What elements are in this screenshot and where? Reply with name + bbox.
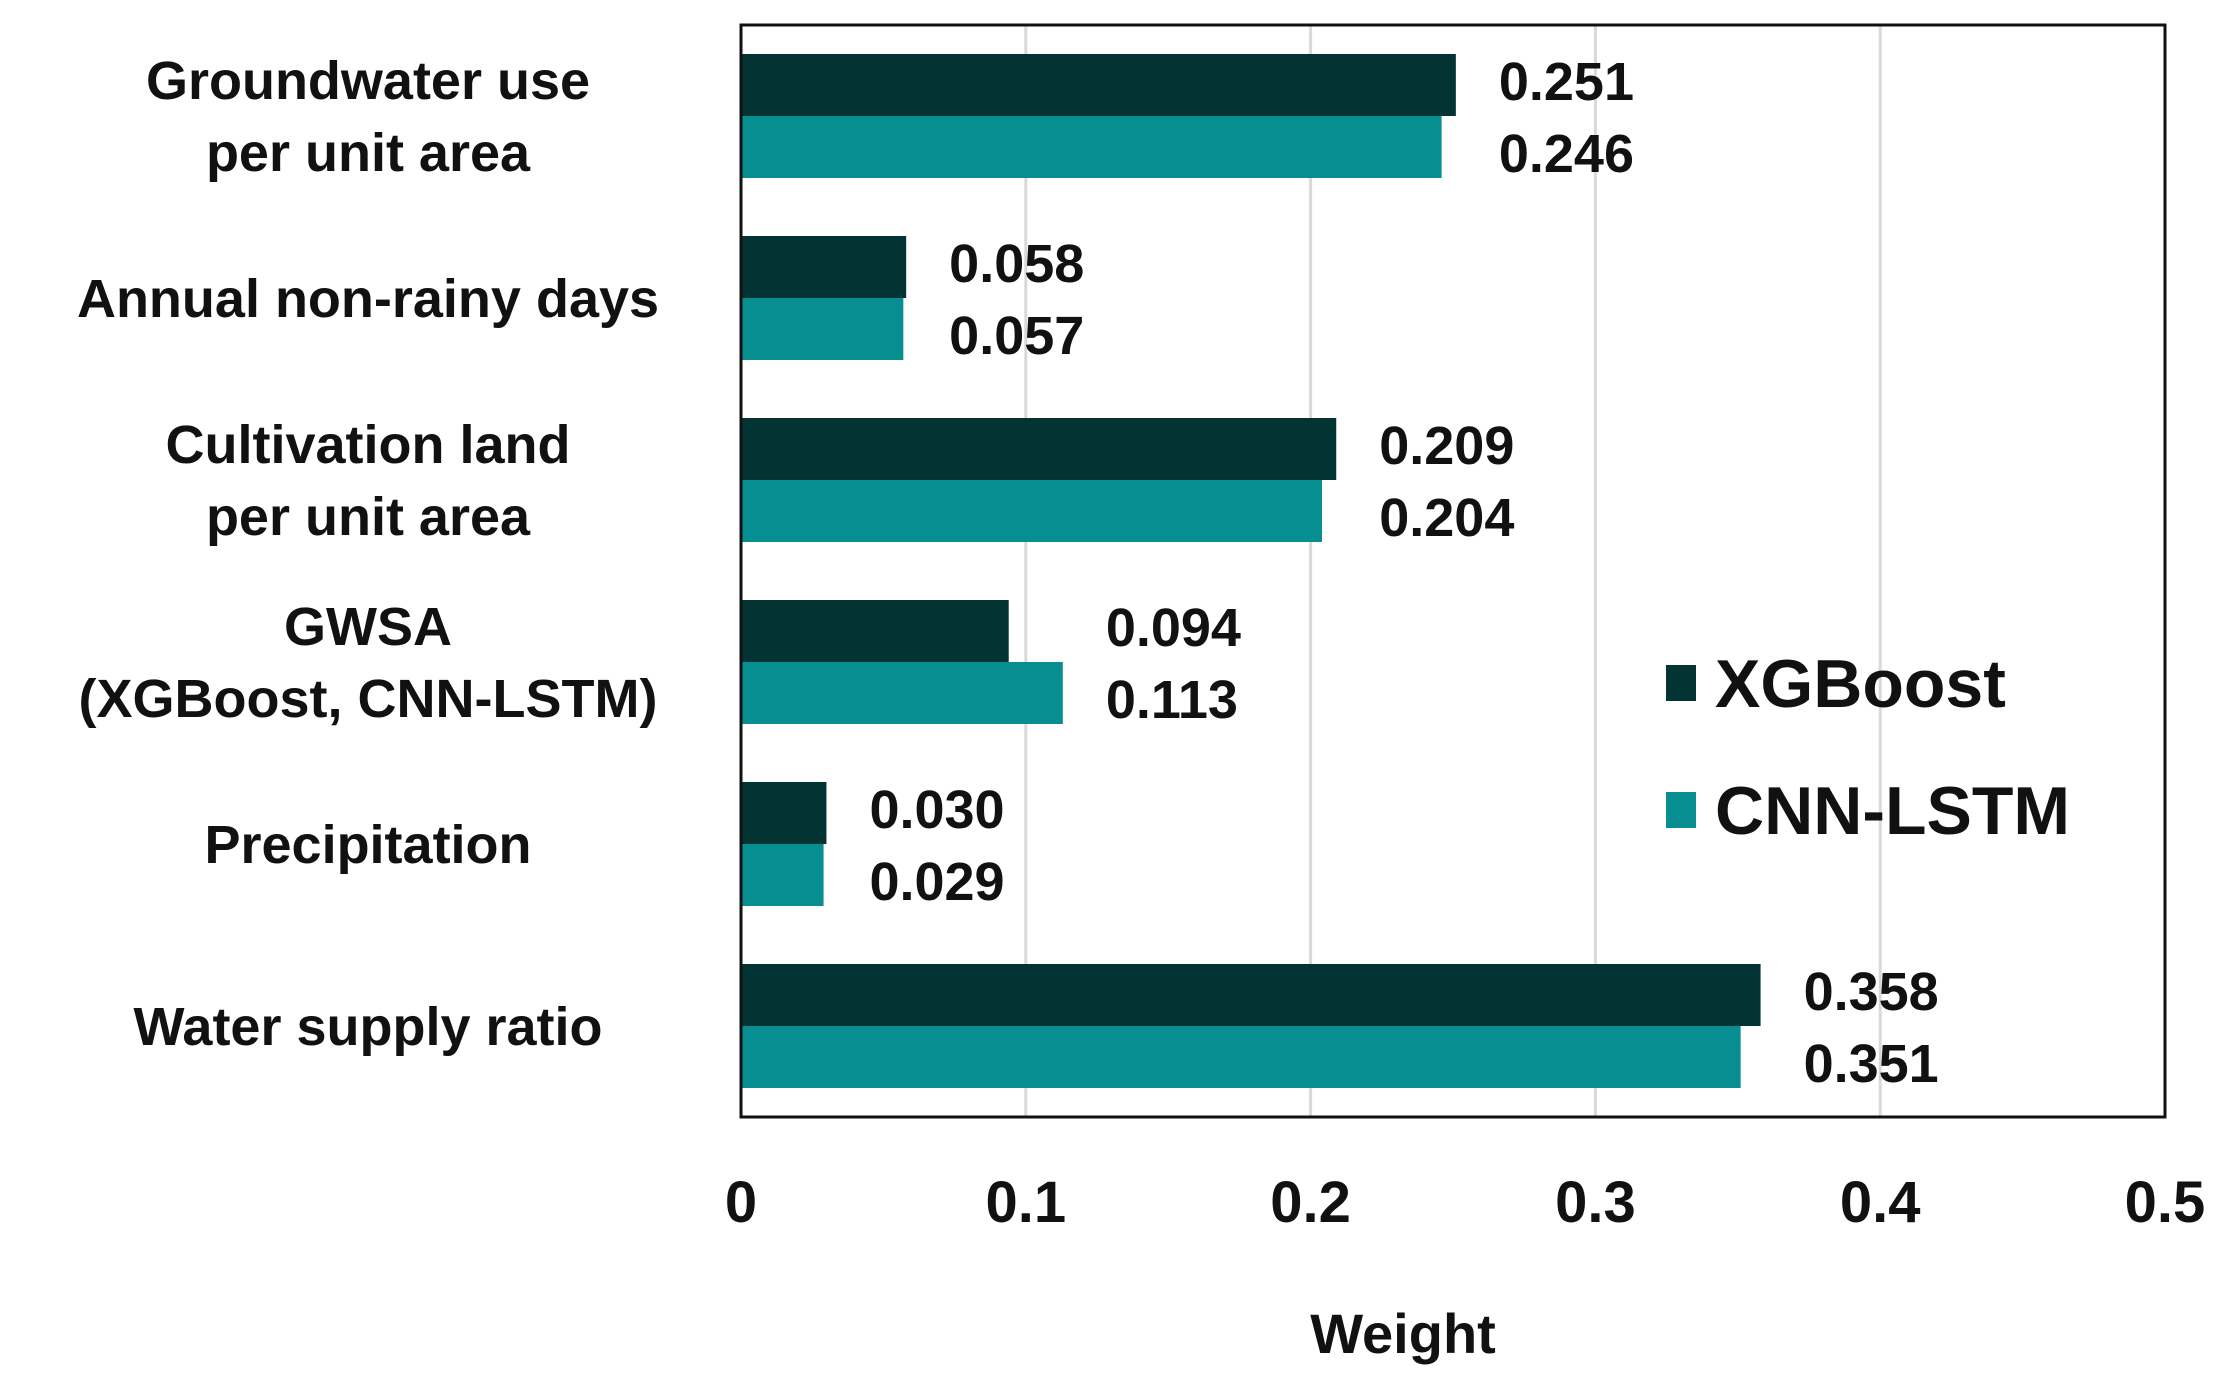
value-label-cnn-lstm: 0.057 (949, 306, 1084, 366)
value-label-xgboost: 0.094 (1106, 598, 1241, 658)
x-tick-label: 0.3 (1555, 1170, 1636, 1235)
legend-label-cnn-lstm: CNN-LSTM (1715, 773, 2070, 849)
bar-cnn-lstm (741, 116, 1442, 178)
value-label-cnn-lstm: 0.351 (1804, 1034, 1939, 1094)
category-label: Annual non-rainy days (77, 269, 659, 329)
value-label-xgboost: 0.058 (949, 234, 1084, 294)
category-label: Precipitation (204, 815, 531, 875)
value-label-xgboost: 0.251 (1499, 52, 1634, 112)
value-label-cnn-lstm: 0.029 (869, 852, 1004, 912)
category-label: Cultivation land per unit area (166, 415, 571, 547)
bar-xgboost (741, 964, 1761, 1026)
value-label-cnn-lstm: 0.246 (1499, 124, 1634, 184)
bar-xgboost (741, 418, 1337, 480)
x-tick-label: 0.5 (2125, 1170, 2206, 1235)
category-labels: Groundwater use per unit area Annual non-r… (77, 51, 659, 1057)
plot-frame (739, 23, 2167, 1119)
bar-cnn-lstm (741, 844, 824, 906)
bar-xgboost (741, 600, 1009, 662)
bar-cnn-lstm (741, 1026, 1741, 1088)
bar-cnn-lstm (741, 298, 904, 360)
bars (741, 54, 1761, 1088)
category-label: Groundwater use per unit area (146, 51, 590, 183)
value-label-xgboost: 0.209 (1379, 416, 1514, 476)
value-label-xgboost: 0.030 (869, 780, 1004, 840)
x-axis-title: Weight (1310, 1302, 1496, 1365)
value-label-cnn-lstm: 0.113 (1106, 670, 1238, 730)
x-tick-label: 0 (725, 1170, 757, 1235)
value-label-xgboost: 0.358 (1804, 962, 1939, 1022)
x-tick-label: 0.1 (985, 1170, 1066, 1235)
gridlines (1024, 25, 1882, 1117)
bar-xgboost (741, 236, 907, 298)
legend-label-xgboost: XGBoost (1715, 646, 2006, 722)
bar-cnn-lstm (741, 662, 1063, 724)
bar-xgboost (741, 54, 1456, 116)
x-tick-labels: 0 0.1 0.2 0.3 0.4 0.5 (725, 1170, 2205, 1235)
bar-cnn-lstm (741, 480, 1322, 542)
bar-xgboost (741, 782, 827, 844)
category-label: Water supply ratio (133, 997, 602, 1057)
x-tick-label: 0.4 (1840, 1170, 1921, 1235)
value-label-cnn-lstm: 0.204 (1379, 488, 1514, 548)
category-label: GWSA (XGBoost, CNN-LSTM) (79, 597, 658, 729)
value-labels: 0.251 0.246 0.058 0.057 0.209 0.204 0.094 0.113… (869, 52, 1938, 1094)
legend-swatch-xgboost (1666, 665, 1696, 701)
legend: XGBoost CNN-LSTM (1666, 646, 2070, 849)
legend-swatch-cnn-lstm (1666, 792, 1696, 828)
x-tick-label: 0.2 (1270, 1170, 1351, 1235)
